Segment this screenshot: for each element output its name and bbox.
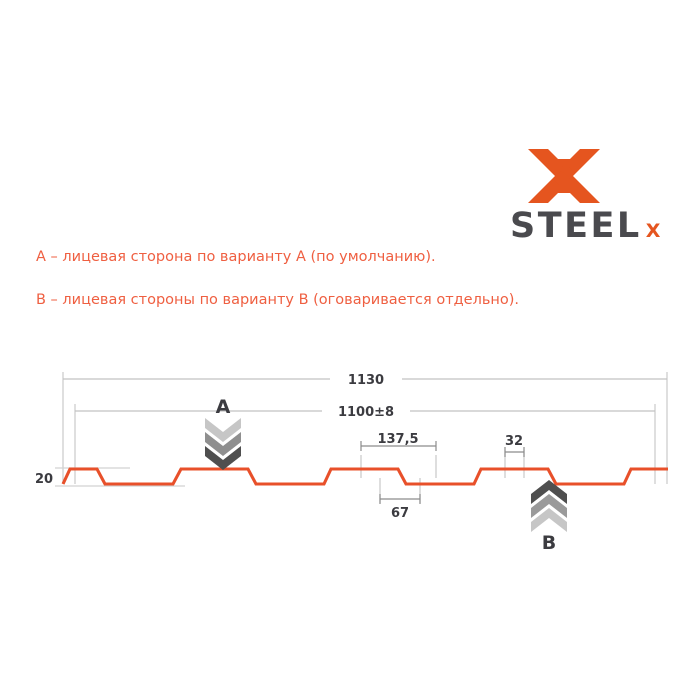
brand-logo: STEEL X — [510, 145, 670, 245]
side-a-chevron-icon — [205, 418, 241, 470]
dimension-rib-pitch: 137,5 — [360, 432, 437, 478]
dimension-overall-width: 1130 — [63, 373, 667, 388]
caption-side-b: B – лицевая стороны по варианту B (огова… — [36, 292, 520, 308]
dimension-profile-height: 20 — [35, 467, 185, 487]
steelx-x-logo-icon — [528, 145, 600, 207]
dimension-valley-width: 67 — [379, 478, 421, 521]
dimension-covering-width: 1100±8 — [75, 405, 655, 420]
dimension-crest-width-label: 32 — [505, 434, 523, 449]
brand-wordmark: STEEL X — [510, 206, 670, 246]
dimension-covering-width-label: 1100±8 — [338, 405, 394, 420]
brand-wordmark-text: STEEL — [510, 206, 642, 246]
dimension-profile-height-label: 20 — [35, 472, 53, 487]
side-b-chevron-icon — [531, 480, 567, 532]
side-a-marker-label: A — [216, 396, 231, 418]
dimension-valley-width-label: 67 — [391, 506, 409, 521]
side-a-marker: A — [205, 396, 241, 470]
profile-cross-section-line — [61, 467, 668, 486]
dimension-rib-pitch-label: 137,5 — [377, 432, 418, 447]
side-b-marker-label: B — [542, 532, 556, 554]
dimension-overall-width-label: 1130 — [348, 373, 384, 388]
dimension-crest-width: 32 — [504, 434, 525, 478]
side-b-marker: B — [531, 480, 567, 554]
extension-lines — [62, 372, 668, 484]
brand-wordmark-superscript: X — [645, 220, 661, 242]
caption-side-a: A – лицевая сторона по варианту A (по ум… — [36, 249, 436, 265]
